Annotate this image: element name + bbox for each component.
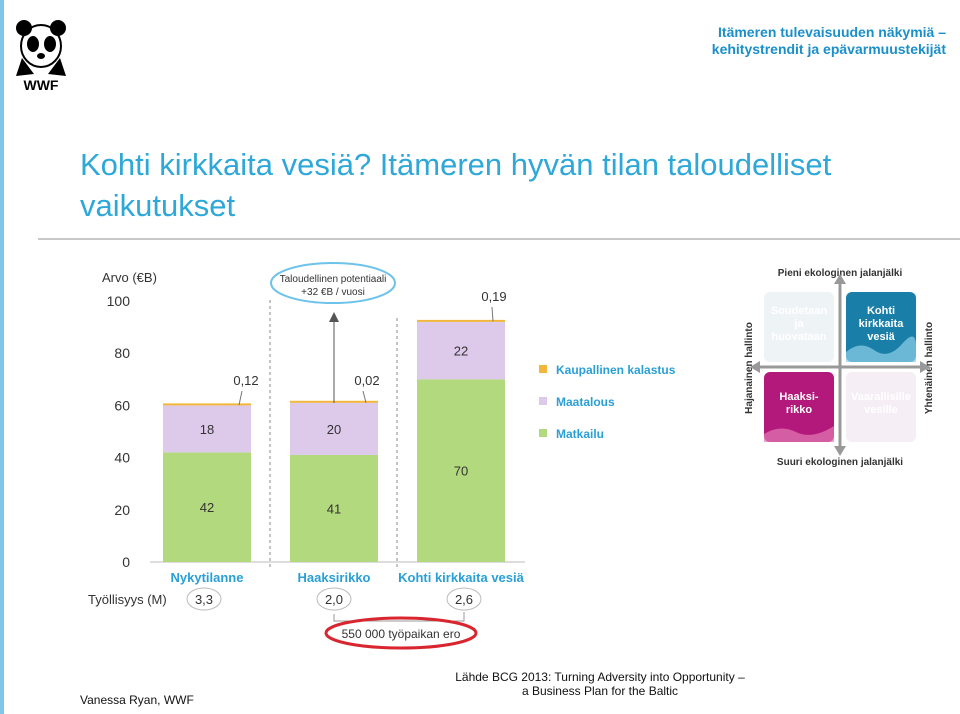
matrix-top-label: Pieni ekologinen jalanjälki <box>778 268 903 279</box>
document-title: Itämeren tulevaisuuden näkymiä – kehitys… <box>712 24 946 58</box>
bar-group: 42 18 <box>163 403 251 562</box>
quadrant-bottom-left <box>764 372 834 442</box>
quadrant-bottom-right-text: Vaarallisille <box>851 391 911 403</box>
bar-segment <box>290 402 378 455</box>
annotation-text-line1: Taloudellinen potentiaali <box>280 274 387 285</box>
left-edge-stripe <box>0 0 4 714</box>
employment-oval <box>316 587 352 611</box>
y-tick-label: 0 <box>122 554 130 570</box>
matrix-arrowhead-left <box>750 361 760 373</box>
legend-swatch <box>539 429 547 437</box>
annotation-text-line2: +32 €B / vuosi <box>301 287 365 298</box>
y-tick-label: 80 <box>114 345 130 361</box>
source-line2: a Business Plan for the Baltic <box>521 684 679 698</box>
bar-value-label: 70 <box>454 464 468 479</box>
matrix-arrowhead-down <box>834 446 846 456</box>
wave-decoration <box>764 426 834 442</box>
employment-bracket <box>333 612 465 622</box>
quadrant-bottom-right-text: vesille <box>864 404 898 416</box>
bar-value-label: 20 <box>327 422 341 437</box>
employment-value: 3,3 <box>195 592 213 607</box>
y-axis-label: Arvo (€B) <box>102 270 157 285</box>
y-tick-label: 20 <box>114 502 130 518</box>
employment-value: 2,6 <box>455 592 473 607</box>
source-line1: Lähde BCG 2013: Turning Adversity into O… <box>455 670 745 684</box>
bar-segment <box>163 452 251 562</box>
quadrant-top-left-text: huovataan <box>771 331 826 343</box>
legend-label: Kaupallinen kalastus <box>556 363 676 377</box>
matrix-arrowhead-right <box>920 361 930 373</box>
bar-segment <box>417 379 505 562</box>
callout-value-label: 0,12 <box>233 373 258 388</box>
quadrant-top-right-text: kirkkaita <box>859 318 905 330</box>
callout-line <box>491 306 494 322</box>
quadrant-bottom-right <box>846 372 916 442</box>
bar-value-label: 41 <box>327 501 341 516</box>
callout-line <box>362 390 367 403</box>
employment-value: 2,0 <box>325 592 343 607</box>
matrix-left-label: Hajanainen hallinto <box>744 322 755 414</box>
matrix-arrowhead-up <box>834 274 846 284</box>
difference-highlight-oval <box>324 616 478 650</box>
document-title-line1: Itämeren tulevaisuuden näkymiä – <box>718 24 946 40</box>
author-credit: Vanessa Ryan, WWF <box>80 693 194 707</box>
legend-swatch <box>539 365 547 373</box>
wwf-logo-text: WWF <box>24 77 59 93</box>
x-category-label: Nykytilanne <box>171 570 244 585</box>
annotation-bubble <box>270 262 396 304</box>
title-divider <box>38 238 960 240</box>
quadrant-top-left-text: Soudetaan <box>771 305 828 317</box>
y-tick-label: 60 <box>114 397 130 413</box>
y-tick-label: 40 <box>114 450 130 466</box>
bar-segment <box>290 454 378 562</box>
employment-oval <box>186 587 222 611</box>
legend-swatch <box>539 397 547 405</box>
slide-title: Kohti kirkkaita vesiä? Itämeren hyvän ti… <box>80 144 940 226</box>
bar-segment <box>163 403 251 406</box>
x-category-label: Kohti kirkkaita vesiä <box>398 570 524 585</box>
wwf-panda-logo: WWF <box>16 20 66 93</box>
bar-value-label: 22 <box>454 344 468 359</box>
quadrant-top-left-text: ja <box>793 318 804 330</box>
employment-oval <box>446 587 482 611</box>
quadrant-top-right-text: Kohti <box>867 305 895 317</box>
legend-label: Maatalous <box>556 395 615 409</box>
bar-value-label: 18 <box>200 422 214 437</box>
bar-segment <box>417 321 505 380</box>
bar-group: 70 22 <box>417 319 505 562</box>
matrix-bottom-label: Suuri ekologinen jalanjälki <box>777 457 903 468</box>
annotation-arrowhead <box>329 312 339 322</box>
quadrant-top-right-text: vesiä <box>867 331 895 343</box>
quadrant-top-right <box>846 292 916 362</box>
bar-segment <box>163 405 251 453</box>
x-category-label: Haaksirikko <box>298 570 371 585</box>
bar-segment <box>417 319 505 322</box>
slide-title-line2: vaikutukset <box>80 188 236 223</box>
source-citation: Lähde BCG 2013: Turning Adversity into O… <box>440 670 760 698</box>
quadrant-bottom-left-text: Haaksi- <box>779 391 818 403</box>
quadrant-top-left <box>764 292 834 362</box>
matrix-right-label: Yhtenäinen hallinto <box>924 322 935 414</box>
callout-value-label: 0,19 <box>481 289 506 304</box>
bar-group: 41 20 <box>290 400 378 562</box>
wave-decoration <box>846 336 916 362</box>
employment-label: Työllisyys (M) <box>88 592 167 607</box>
quadrant-bottom-left-text: rikko <box>786 404 813 416</box>
legend-label: Matkailu <box>556 427 604 441</box>
employment-difference-label: 550 000 työpaikan ero <box>342 627 461 641</box>
slide-title-line1: Kohti kirkkaita vesiä? Itämeren hyvän ti… <box>80 147 832 182</box>
bar-value-label: 42 <box>200 500 214 515</box>
callout-line <box>238 390 243 406</box>
document-title-line2: kehitystrendit ja epävarmuustekijät <box>711 41 946 57</box>
y-tick-label: 100 <box>107 293 131 309</box>
callout-value-label: 0,02 <box>354 373 379 388</box>
